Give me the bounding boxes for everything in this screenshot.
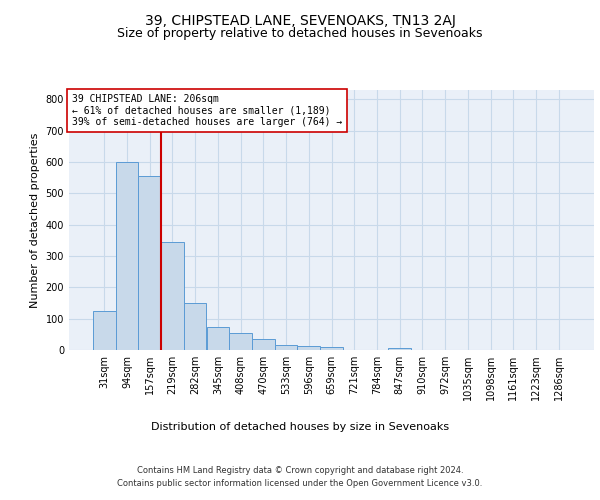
Bar [298,346,320,350]
Bar [275,346,298,350]
Text: 39, CHIPSTEAD LANE, SEVENOAKS, TN13 2AJ: 39, CHIPSTEAD LANE, SEVENOAKS, TN13 2AJ [145,14,455,28]
Bar [229,333,252,350]
Bar [161,242,184,350]
Bar [206,326,229,350]
Bar [184,303,206,350]
Text: Contains public sector information licensed under the Open Government Licence v3: Contains public sector information licen… [118,479,482,488]
Text: 39 CHIPSTEAD LANE: 206sqm
← 61% of detached houses are smaller (1,189)
39% of se: 39 CHIPSTEAD LANE: 206sqm ← 61% of detac… [71,94,342,127]
Y-axis label: Number of detached properties: Number of detached properties [30,132,40,308]
Text: Size of property relative to detached houses in Sevenoaks: Size of property relative to detached ho… [117,28,483,40]
Bar [139,176,161,350]
Bar [320,347,343,350]
Bar [388,348,411,350]
Bar [252,339,275,350]
Text: Distribution of detached houses by size in Sevenoaks: Distribution of detached houses by size … [151,422,449,432]
Bar [116,162,139,350]
Bar [93,311,116,350]
Text: Contains HM Land Registry data © Crown copyright and database right 2024.: Contains HM Land Registry data © Crown c… [137,466,463,475]
